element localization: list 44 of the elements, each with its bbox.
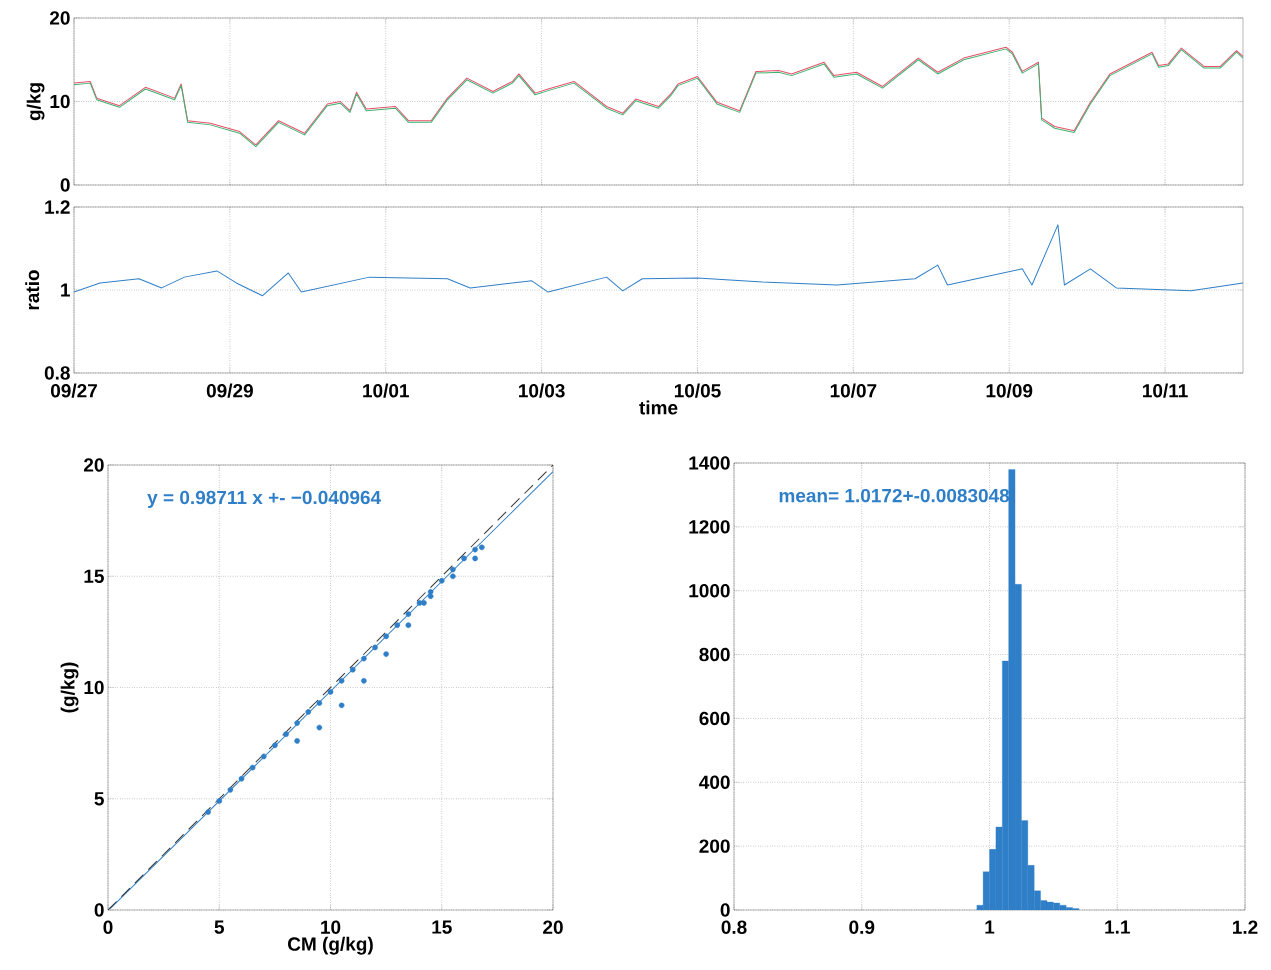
y-tick-label: 800 [699,647,730,662]
x-tick-label: 20 [543,920,563,934]
x-tick-label: 10/09 [986,383,1033,398]
x-tick-label: 10/07 [830,383,877,398]
y-tick-label: 1 [61,283,70,297]
y-tick-label: 20 [84,458,104,472]
x-tick-label: 10/01 [363,383,409,398]
y-axis-title: (g/kg) [60,662,79,713]
x-tick-label: 10/03 [519,383,565,398]
y-tick-label: 10 [50,94,70,109]
y-tick-label: 600 [699,711,730,726]
x-tick-label: 10/11 [1143,383,1188,398]
x-tick-label: 5 [214,920,225,934]
y-tick-label: 1200 [689,520,730,534]
y-tick-label: 1400 [689,456,730,470]
x-tick-label: 09/27 [50,383,97,398]
x-tick-label: 1.2 [1233,920,1258,934]
x-tick-label: 10/05 [674,383,721,398]
y-tick-label: 0 [720,903,730,917]
y-tick-label: 0 [60,178,70,192]
y-tick-label: 20 [49,11,70,25]
x-tick-label: 1.1 [1105,920,1130,934]
x-tick-label: 15 [432,920,452,934]
x-tick-label: 0 [103,920,113,934]
y-tick-label: 15 [84,569,104,583]
y-tick-label: 0 [94,903,104,917]
y-tick-label: 10 [84,680,104,695]
annotation: mean= 1.0172+-0.0083048 [779,488,1010,503]
x-axis-title: time [639,400,678,415]
x-tick-label: 09/29 [206,383,253,398]
y-tick-label: 0.8 [44,366,70,380]
x-tick-label: 10 [321,920,341,934]
y-tick-label: 400 [699,775,730,790]
x-tick-label: 0.9 [849,920,875,934]
y-tick-label: 5 [94,792,104,806]
y-axis-title: ratio [25,270,40,310]
x-tick-label: 1 [985,920,995,934]
x-tick-label: 0.8 [721,920,747,934]
y-axis-title: g/kg [26,83,45,121]
y-tick-label: 1000 [689,583,730,598]
y-tick-label: 1.2 [45,200,70,214]
x-axis-title: CM (g/kg) [288,936,373,955]
annotation: y = 0.98711 x +- −0.040964 [147,490,382,508]
y-tick-label: 200 [699,839,730,853]
